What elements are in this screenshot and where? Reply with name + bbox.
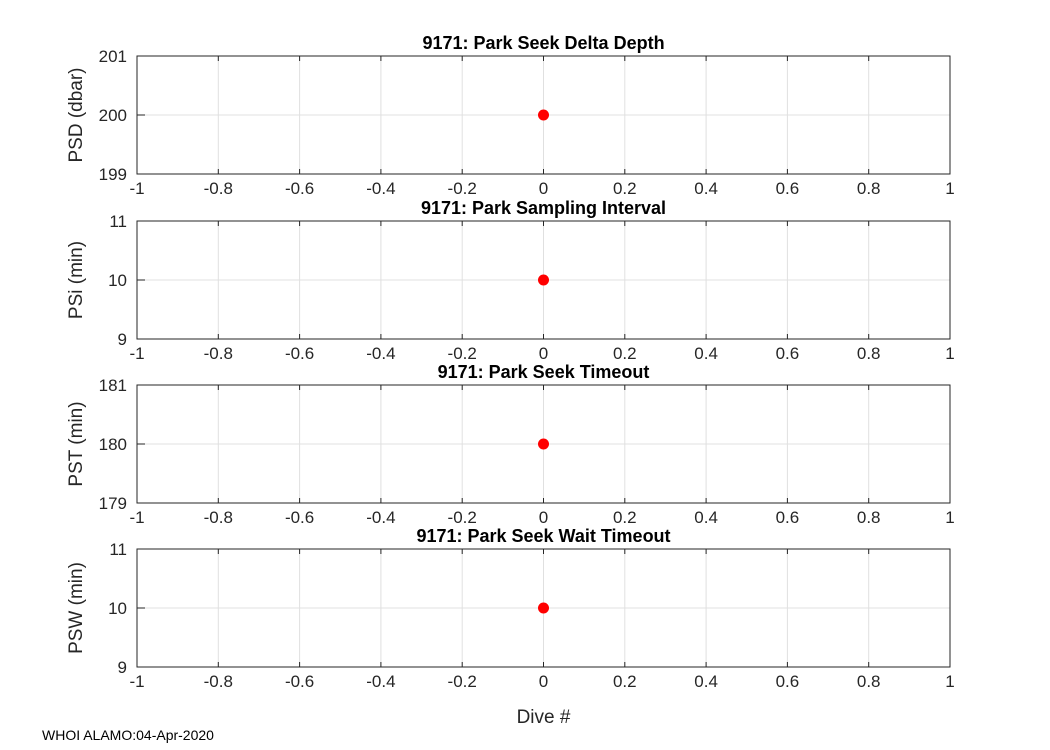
subplot-4-x-tick-label: -0.4: [366, 672, 395, 691]
subplot-3-x-tick-label: 0.2: [613, 508, 637, 527]
subplot-1-x-tick-label: -0.2: [448, 179, 477, 198]
subplot-4-y-tick-label: 11: [109, 540, 127, 559]
subplot-3-x-tick-label: 0.6: [776, 508, 800, 527]
subplot-2-y-tick-label: 9: [118, 330, 127, 349]
subplot-3-y-tick-label: 179: [99, 494, 127, 513]
subplot-2-x-tick-label: 0.2: [613, 344, 637, 363]
footer-label: WHOI ALAMO:04-Apr-2020: [42, 727, 214, 743]
subplot-4-x-tick-label: 0.6: [776, 672, 800, 691]
subplot-1-x-tick-label: -0.4: [366, 179, 395, 198]
subplot-1-x-tick-label: 0.4: [694, 179, 718, 198]
subplot-1-x-tick-label: 0: [539, 179, 548, 198]
subplot-3-y-axis-label: PST (min): [66, 401, 87, 486]
subplot-1-axes-box: [136, 55, 951, 175]
subplot-2-y-axis-label: PSi (min): [66, 241, 87, 319]
subplot-2-x-tick-label: -0.6: [285, 344, 314, 363]
subplot-4-x-tick-label: -0.8: [204, 672, 233, 691]
subplot-3-x-tick-label: 0: [539, 508, 548, 527]
subplot-4-y-tick-label: 10: [108, 599, 127, 618]
subplot-1-x-tick-label: -1: [129, 179, 144, 198]
subplot-4-data-point: [538, 602, 549, 614]
subplot-4-x-tick-label: 0: [539, 672, 548, 691]
subplot-3-x-tick-label: -0.4: [366, 508, 395, 527]
subplot-4-x-tick-label: 0.2: [613, 672, 637, 691]
subplot-1-x-tick-label: -0.6: [285, 179, 314, 198]
subplot-2-x-tick-label: -1: [129, 344, 144, 363]
subplot-3-title: 9171: Park Seek Timeout: [438, 362, 650, 382]
subplot-2-y-tick-label: 10: [108, 271, 127, 290]
subplot-2-title: 9171: Park Sampling Interval: [421, 198, 666, 218]
subplot-1-y-tick-label: 200: [99, 106, 127, 125]
subplot-4-x-tick-label: 1: [945, 672, 954, 691]
subplot-1-data-point: [538, 109, 549, 121]
subplot-1-x-tick-label: -0.8: [204, 179, 233, 198]
subplot-1-x-tick-label: 0.2: [613, 179, 637, 198]
subplot-1-y-axis-label: PSD (dbar): [66, 67, 87, 162]
subplot-2-x-tick-label: 0.4: [694, 344, 718, 363]
subplot-4-y-axis-label: PSW (min): [66, 562, 87, 654]
subplot-3-x-tick-label: 0.4: [694, 508, 718, 527]
subplot-1-x-tick-label: 0.6: [776, 179, 800, 198]
subplot-2-x-tick-label: 1: [945, 344, 954, 363]
subplot-4-axes-box: [136, 548, 951, 668]
subplot-4-x-tick-label: -1: [129, 672, 144, 691]
subplot-4-x-tick-label: -0.2: [448, 672, 477, 691]
subplot-4-x-tick-label: -0.6: [285, 672, 314, 691]
subplot-2-y-tick-label: 11: [109, 212, 127, 231]
subplot-4-title: 9171: Park Seek Wait Timeout: [416, 526, 670, 546]
subplot-3-x-tick-label: -1: [129, 508, 144, 527]
subplot-2-x-tick-label: -0.2: [448, 344, 477, 363]
subplot-3-axes-box: [136, 384, 951, 504]
subplot-2-x-tick-label: 0.8: [857, 344, 881, 363]
subplot-3-y-tick-label: 180: [99, 435, 127, 454]
subplot-3-x-tick-label: -0.6: [285, 508, 314, 527]
subplot-3-x-tick-label: -0.2: [448, 508, 477, 527]
subplot-2-data-point: [538, 274, 549, 286]
subplot-2-x-tick-label: 0.6: [776, 344, 800, 363]
subplot-1-x-tick-label: 1: [945, 179, 954, 198]
subplot-4-x-tick-label: 0.8: [857, 672, 881, 691]
subplot-2-x-tick-label: 0: [539, 344, 548, 363]
subplot-3-x-tick-label: 1: [945, 508, 954, 527]
subplot-4-y-tick-label: 9: [118, 658, 127, 677]
subplot-1-x-tick-label: 0.8: [857, 179, 881, 198]
subplot-4-x-tick-label: 0.4: [694, 672, 718, 691]
subplot-1-title: 9171: Park Seek Delta Depth: [422, 33, 664, 53]
subplot-4-x-axis-label: Dive #: [517, 707, 571, 728]
subplot-3-x-tick-label: 0.8: [857, 508, 881, 527]
subplot-3-data-point: [538, 438, 549, 450]
subplot-3-y-tick-label: 181: [99, 376, 127, 395]
subplot-2-x-tick-label: -0.8: [204, 344, 233, 363]
subplot-1-y-tick-label: 201: [99, 47, 127, 66]
subplot-2-axes-box: [136, 220, 951, 340]
subplot-1-y-tick-label: 199: [99, 165, 127, 184]
subplot-2-x-tick-label: -0.4: [366, 344, 395, 363]
subplot-3-x-tick-label: -0.8: [204, 508, 233, 527]
